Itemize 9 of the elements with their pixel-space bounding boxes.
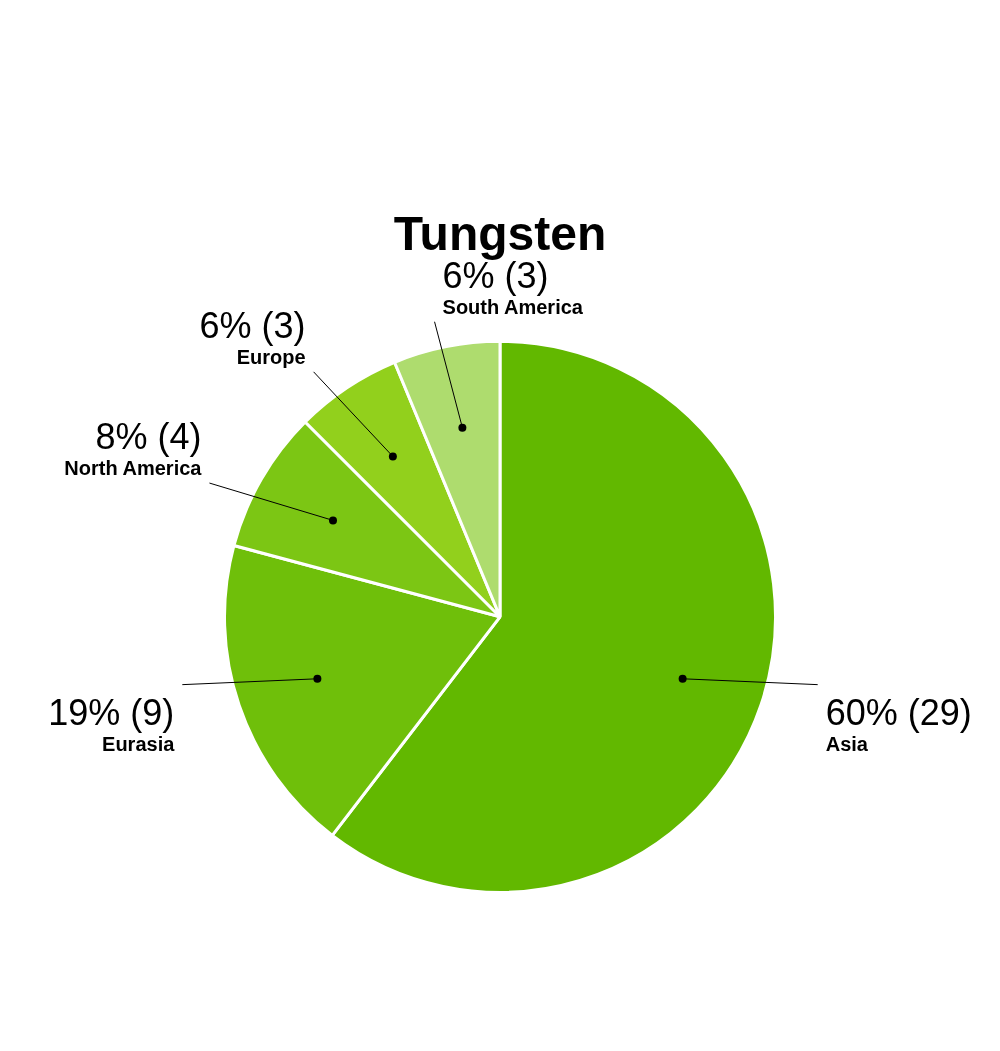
slice-label: Asia — [825, 732, 869, 755]
data-label: 19% (9) — [48, 691, 175, 733]
slice-label: North America — [64, 457, 203, 480]
slice-label: South America — [442, 295, 584, 318]
data-label: 8% (4) — [95, 416, 202, 458]
data-label: 60% (29) — [825, 691, 972, 733]
slice-label: Eurasia — [102, 732, 176, 755]
slice-label: Europe — [236, 345, 306, 368]
data-label: 6% (3) — [199, 304, 306, 346]
